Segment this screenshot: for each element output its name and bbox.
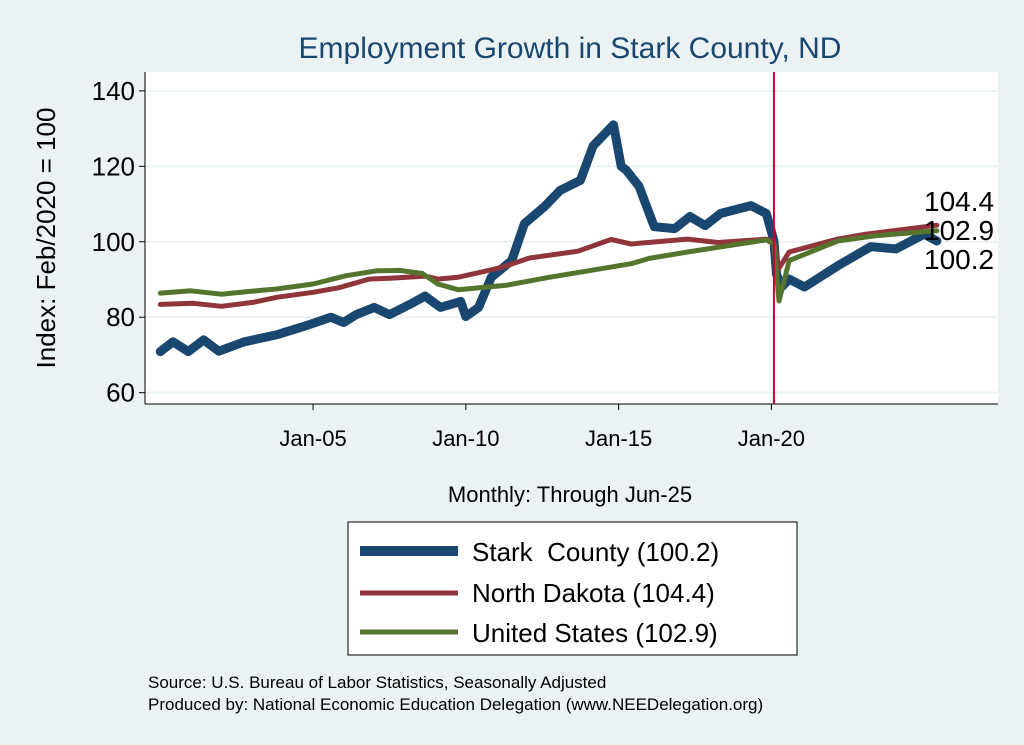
x-axis: Jan-05 Jan-10 Jan-15 Jan-20	[145, 403, 998, 451]
end-label-stark-county: 100.2	[924, 244, 994, 275]
end-label-north-dakota: 104.4	[924, 186, 994, 217]
y-tick-label: 80	[106, 302, 135, 332]
legend-label-nd: North Dakota (104.4)	[472, 578, 715, 608]
footer-produced: Produced by: National Economic Education…	[148, 695, 763, 714]
series-line-united-states	[157, 228, 940, 304]
y-axis: 60 80 100 120 140	[92, 72, 146, 408]
chart-title: Employment Growth in Stark County, ND	[299, 32, 842, 65]
x-tick-label: Jan-10	[432, 426, 499, 451]
legend-label-stark: Stark County (100.2)	[472, 537, 719, 567]
x-tick-label: Jan-20	[738, 426, 805, 451]
x-tick-label: Jan-15	[585, 426, 652, 451]
end-label-united-states: 102.9	[924, 215, 994, 246]
y-tick-label: 140	[92, 76, 135, 106]
x-tick-label: Jan-05	[279, 426, 346, 451]
y-tick-label: 100	[92, 227, 135, 257]
legend-label-us: United States (102.9)	[472, 618, 718, 648]
series-lines	[155, 120, 942, 357]
footer-source: Source: U.S. Bureau of Labor Statistics,…	[148, 673, 606, 692]
y-tick-label: 120	[92, 151, 135, 181]
y-tick-label: 60	[106, 378, 135, 408]
x-axis-label: Monthly: Through Jun-25	[448, 482, 692, 507]
gridlines	[145, 89, 998, 394]
legend: Stark County (100.2) North Dakota (104.4…	[347, 521, 798, 656]
y-axis-label: Index: Feb/2020 = 100	[31, 108, 61, 369]
